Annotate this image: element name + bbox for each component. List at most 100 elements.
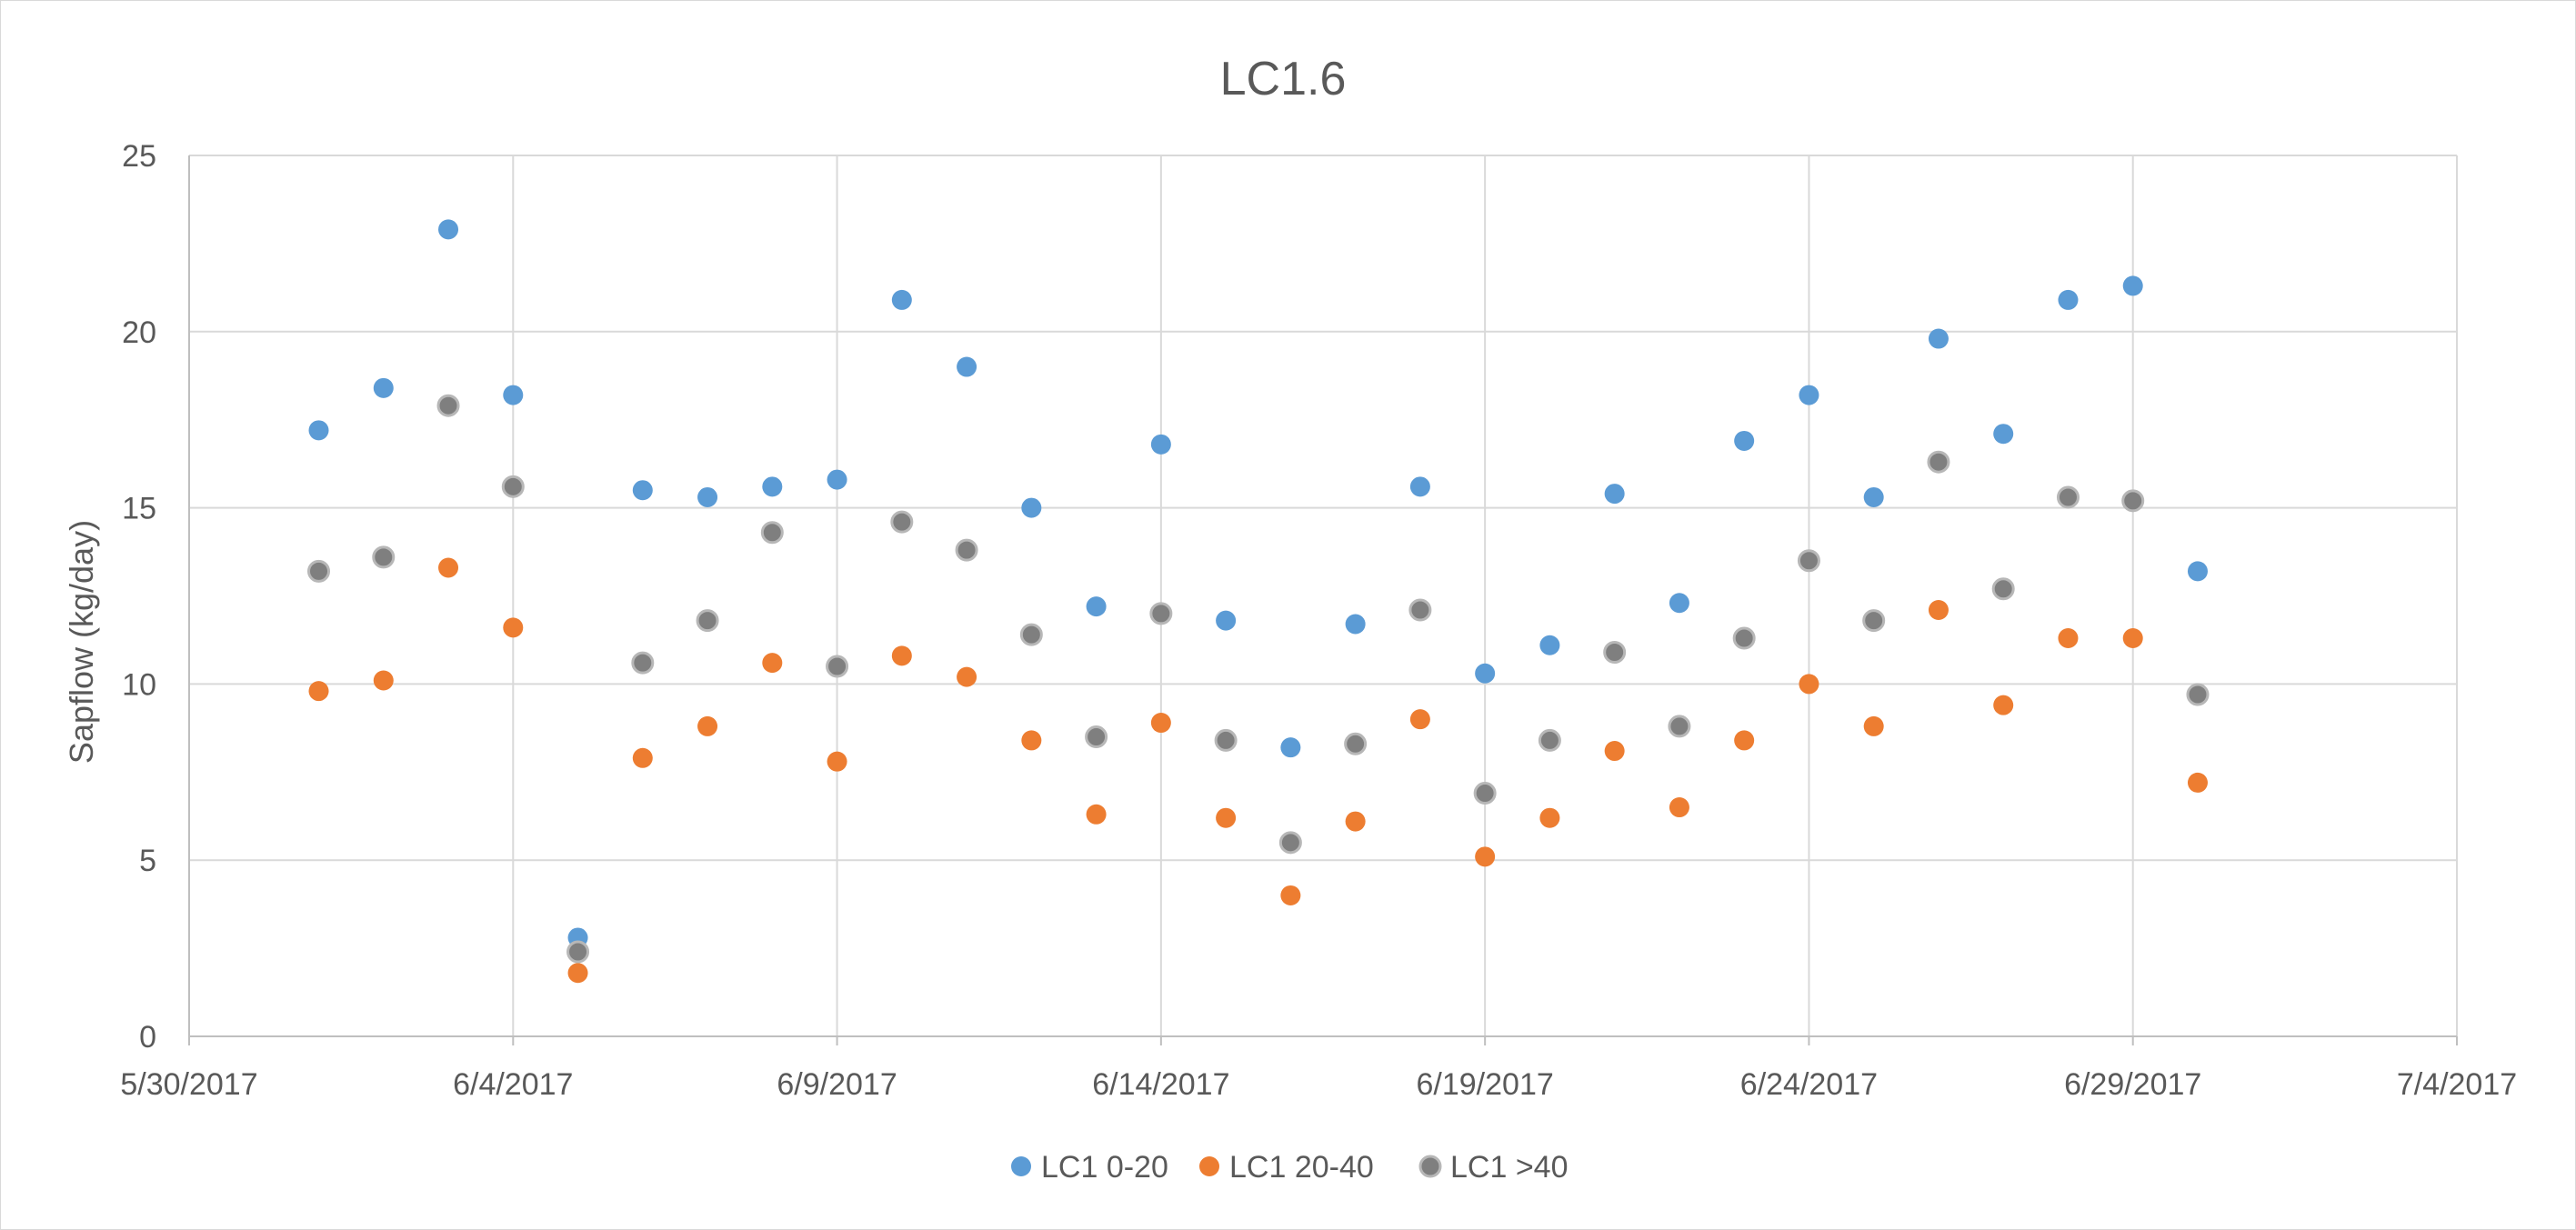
- data-point: [1216, 610, 1237, 631]
- series-3: [307, 394, 2210, 964]
- data-point: [2122, 275, 2143, 296]
- y-axis-title: Sapflow (kg/day): [63, 520, 100, 764]
- data-point: [2058, 289, 2079, 310]
- data-point: [1797, 549, 1820, 573]
- y-tick-label: 20: [122, 315, 156, 350]
- data-point: [503, 617, 524, 638]
- tick-labels: 0 5 10 15 20 25 5/30/2017 6/4/2017 6/9/2017 6/14/…: [120, 139, 2517, 1102]
- data-point: [1993, 695, 2014, 715]
- data-point: [2186, 683, 2210, 706]
- x-tick-label: 6/4/2017: [453, 1067, 573, 1102]
- data-point: [957, 356, 977, 377]
- data-point: [1149, 602, 1173, 625]
- data-point: [1278, 831, 1302, 855]
- data-point: [373, 670, 394, 691]
- data-point: [890, 510, 914, 534]
- data-point: [891, 645, 912, 666]
- data-point: [1732, 626, 1756, 650]
- data-point: [2056, 485, 2080, 509]
- data-point: [697, 486, 718, 507]
- data-point: [1345, 811, 1366, 832]
- data-point: [957, 666, 977, 687]
- data-point: [307, 559, 331, 583]
- data-point: [2121, 489, 2145, 513]
- data-point: [503, 385, 524, 405]
- data-point: [438, 219, 459, 240]
- data-point: [1539, 807, 1560, 828]
- series-2: [308, 557, 2208, 984]
- y-tick-label: 10: [122, 667, 156, 702]
- data-point: [2058, 628, 2079, 649]
- data-point: [2187, 561, 2208, 582]
- data-point: [1734, 730, 1755, 751]
- data-point: [1475, 663, 1496, 684]
- data-point: [827, 751, 847, 772]
- data-point: [826, 655, 849, 678]
- data-point: [1344, 732, 1368, 755]
- data-point: [1409, 709, 1430, 730]
- data-point: [632, 480, 653, 501]
- data-point: [1604, 741, 1625, 762]
- legend-marker: [1418, 1155, 1442, 1178]
- legend-marker: [1011, 1156, 1031, 1176]
- axes: [188, 155, 2458, 1045]
- data-point: [1799, 385, 1819, 405]
- data-point: [372, 545, 396, 569]
- data-point: [308, 681, 329, 702]
- data-point: [436, 394, 460, 417]
- y-tick-label: 5: [139, 844, 156, 878]
- x-tick-label: 6/19/2017: [1417, 1067, 1554, 1102]
- data-point: [697, 715, 718, 736]
- x-tick-label: 7/4/2017: [2397, 1067, 2517, 1102]
- x-tick-label: 6/9/2017: [777, 1067, 897, 1102]
- data-point: [1021, 730, 1042, 751]
- data-point: [1862, 609, 1886, 633]
- x-tick-label: 6/24/2017: [1740, 1067, 1878, 1102]
- data-point: [1668, 715, 1691, 738]
- data-point: [632, 747, 653, 768]
- data-point: [827, 469, 847, 490]
- data-point: [1021, 497, 1042, 518]
- data-point: [1669, 593, 1689, 614]
- data-point: [1734, 430, 1755, 451]
- data-point: [1086, 804, 1107, 825]
- data-point: [1475, 846, 1496, 867]
- data-point: [1928, 600, 1949, 621]
- data-point: [2187, 772, 2208, 793]
- data-point: [1993, 424, 2014, 445]
- legend-item: LC1 20-40: [1199, 1150, 1374, 1185]
- y-tick-label: 15: [122, 492, 156, 526]
- data-point: [567, 963, 588, 984]
- legend-label: LC1 >40: [1450, 1150, 1569, 1185]
- data-point: [308, 420, 329, 441]
- data-point: [566, 940, 590, 964]
- data-point: [373, 377, 394, 398]
- data-point: [438, 557, 459, 578]
- data-point: [762, 653, 783, 674]
- legend-label: LC1 20-40: [1229, 1150, 1374, 1185]
- legend-marker: [1199, 1156, 1219, 1176]
- chart-title: LC1.6: [1220, 53, 1347, 105]
- data-point: [955, 538, 978, 562]
- data-point: [760, 521, 784, 545]
- data-point: [2122, 628, 2143, 649]
- data-point: [1086, 596, 1107, 617]
- data-point: [1150, 434, 1171, 455]
- x-tick-label: 6/14/2017: [1092, 1067, 1229, 1102]
- data-point: [1603, 641, 1627, 665]
- data-point: [1539, 635, 1560, 655]
- data-point: [762, 476, 783, 497]
- data-point: [1214, 728, 1238, 752]
- data-point: [1345, 614, 1366, 635]
- data-point: [1927, 450, 1950, 474]
- data-point: [1409, 476, 1430, 497]
- legend: LC1 0-20 LC1 20-40 LC1 >40: [1011, 1150, 1569, 1185]
- data-point: [1408, 598, 1432, 622]
- data-point: [1216, 807, 1237, 828]
- data-point: [1538, 728, 1561, 752]
- x-tick-label: 6/29/2017: [2064, 1067, 2201, 1102]
- data-point: [1085, 725, 1108, 749]
- y-tick-label: 0: [139, 1020, 156, 1055]
